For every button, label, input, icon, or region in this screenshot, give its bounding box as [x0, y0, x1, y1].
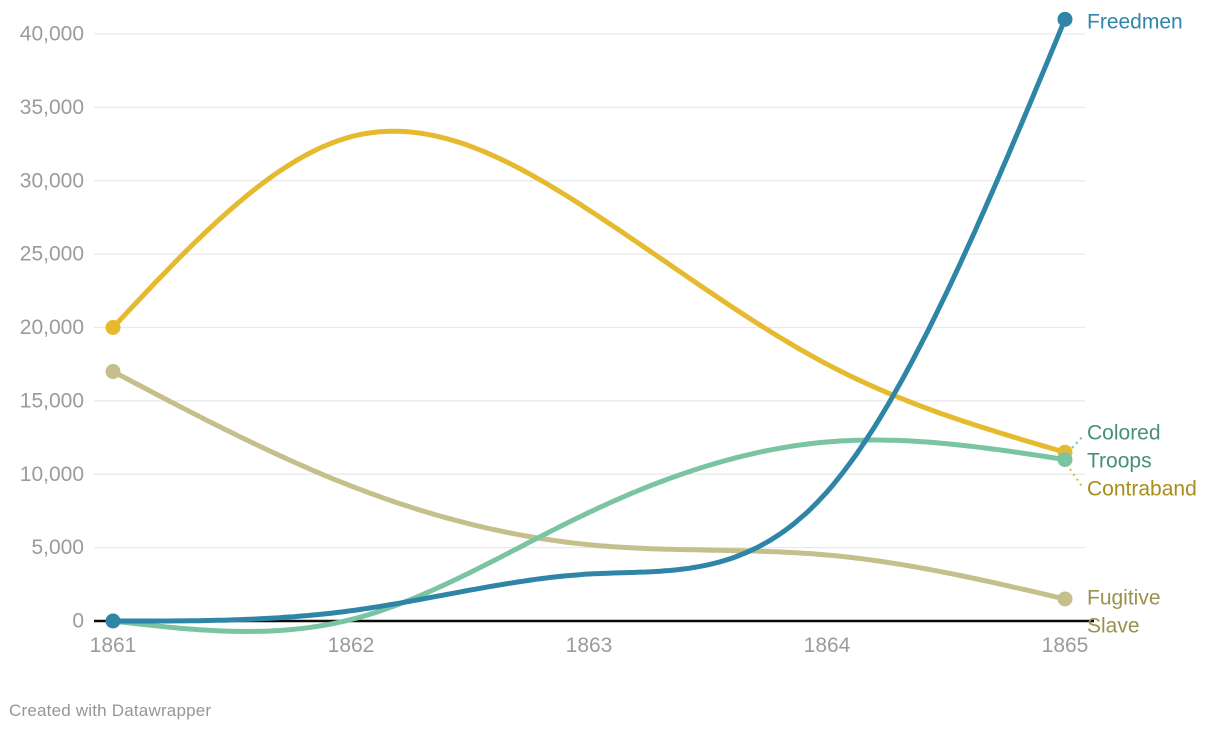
- series-label-colored-troops: Troops: [1087, 450, 1152, 473]
- y-tick-label: 30,000: [20, 169, 84, 192]
- line-fugitive-slave[interactable]: [110, 369, 1068, 602]
- label-leader-contraband: [1069, 468, 1084, 489]
- x-tick-label: 1864: [804, 634, 851, 657]
- x-tick-label: 1862: [328, 634, 375, 657]
- series-label-contraband: Contraband: [1087, 478, 1197, 501]
- x-tick-label: 1865: [1042, 634, 1089, 657]
- y-tick-label: 10,000: [20, 463, 84, 486]
- label-leader-colored-troops: [1071, 434, 1085, 449]
- y-tick-label: 5,000: [31, 536, 84, 559]
- x-tick-label: 1863: [566, 634, 613, 657]
- point-fugitive-slave-1865[interactable]: [1057, 591, 1073, 607]
- y-tick-label: 25,000: [20, 243, 84, 266]
- y-tick-label: 15,000: [20, 389, 84, 412]
- x-tick-label: 1861: [90, 634, 137, 657]
- point-fugitive-slave-1861[interactable]: [105, 364, 121, 380]
- point-freedmen-1861[interactable]: [105, 613, 121, 629]
- series-label-fugitive-slave: Fugitive: [1087, 587, 1161, 610]
- y-tick-label: 35,000: [20, 96, 84, 119]
- y-tick-label: 20,000: [20, 316, 84, 339]
- datawrapper-credit: Created with Datawrapper: [9, 701, 212, 720]
- point-colored-troops-1865[interactable]: [1057, 452, 1073, 468]
- line-contraband[interactable]: [110, 128, 1068, 455]
- point-contraband-1861[interactable]: [105, 320, 121, 335]
- y-tick-label: 40,000: [20, 23, 84, 46]
- line-colored-troops[interactable]: [110, 437, 1068, 635]
- series-label-colored-troops: Colored: [1087, 422, 1161, 445]
- y-tick-label: 0: [72, 610, 84, 633]
- series-label-freedmen: Freedmen: [1087, 11, 1183, 34]
- point-freedmen-1865[interactable]: [1057, 11, 1073, 27]
- line-freedmen[interactable]: [110, 16, 1068, 624]
- series-label-fugitive-slave: Slave: [1087, 615, 1140, 638]
